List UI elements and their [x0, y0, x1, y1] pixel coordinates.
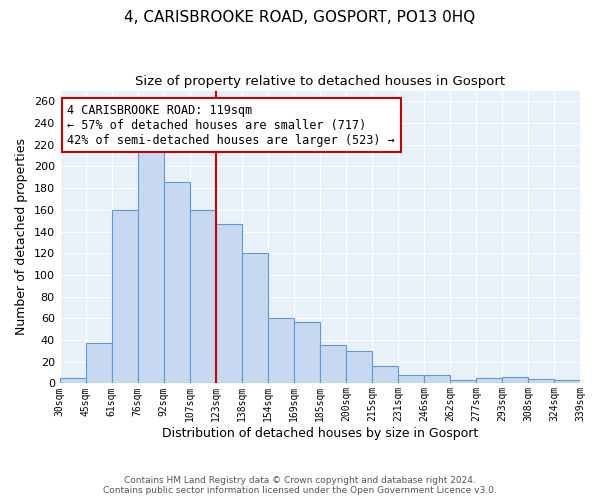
Bar [346, 351, 372, 384]
Bar [59, 378, 86, 384]
Bar [554, 380, 580, 384]
Bar [112, 210, 138, 384]
Bar [86, 344, 112, 384]
Bar [164, 182, 190, 384]
X-axis label: Distribution of detached houses by size in Gosport: Distribution of detached houses by size … [162, 427, 478, 440]
Bar [528, 379, 554, 384]
Bar [242, 254, 268, 384]
Text: 4, CARISBROOKE ROAD, GOSPORT, PO13 0HQ: 4, CARISBROOKE ROAD, GOSPORT, PO13 0HQ [124, 10, 476, 25]
Bar [424, 374, 450, 384]
Bar [502, 377, 528, 384]
Bar [398, 374, 424, 384]
Title: Size of property relative to detached houses in Gosport: Size of property relative to detached ho… [135, 75, 505, 88]
Bar [216, 224, 242, 384]
Text: 4 CARISBROOKE ROAD: 119sqm
← 57% of detached houses are smaller (717)
42% of sem: 4 CARISBROOKE ROAD: 119sqm ← 57% of deta… [67, 104, 395, 146]
Text: Contains HM Land Registry data © Crown copyright and database right 2024.
Contai: Contains HM Land Registry data © Crown c… [103, 476, 497, 495]
Bar [450, 380, 476, 384]
Bar [320, 346, 346, 384]
Bar [476, 378, 502, 384]
Bar [294, 322, 320, 384]
Bar [190, 210, 216, 384]
Bar [372, 366, 398, 384]
Y-axis label: Number of detached properties: Number of detached properties [15, 138, 28, 336]
Bar [268, 318, 294, 384]
Bar [138, 147, 164, 384]
